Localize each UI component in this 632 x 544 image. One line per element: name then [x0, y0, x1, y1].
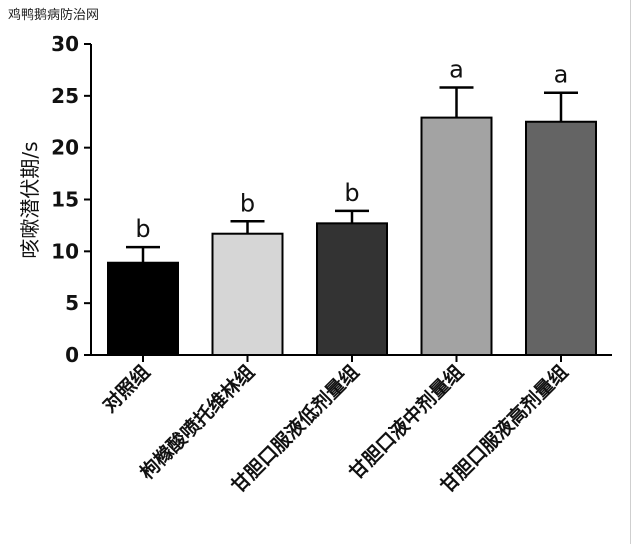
category-label: 枸橼酸喷托维林组 [135, 360, 259, 484]
y-tick-label: 0 [65, 343, 79, 367]
y-axis-label: 咳嗽潜伏期/s [18, 141, 42, 258]
significance-label: a [554, 61, 569, 89]
y-tick-label: 20 [51, 136, 79, 160]
bar [420, 116, 493, 356]
y-tick-label: 5 [65, 291, 79, 315]
bar [211, 232, 284, 357]
bar [316, 222, 388, 356]
y-tick-label: 30 [51, 32, 79, 56]
significance-label: a [449, 56, 464, 84]
y-tick-label: 10 [51, 239, 79, 263]
bar [107, 261, 179, 356]
significance-label: b [344, 179, 359, 207]
category-label: 对照组 [98, 360, 155, 417]
category-label: 甘胆口液中剂量组 [344, 360, 468, 484]
y-tick-label: 25 [51, 84, 79, 108]
y-tick-label: 15 [51, 188, 79, 212]
significance-label: b [135, 215, 150, 243]
significance-label: b [240, 189, 255, 217]
watermark-text: 鸡鸭鹅病防治网 [8, 8, 100, 23]
frame-border [630, 0, 631, 544]
chart-bars [107, 86, 597, 357]
bar [525, 120, 597, 356]
